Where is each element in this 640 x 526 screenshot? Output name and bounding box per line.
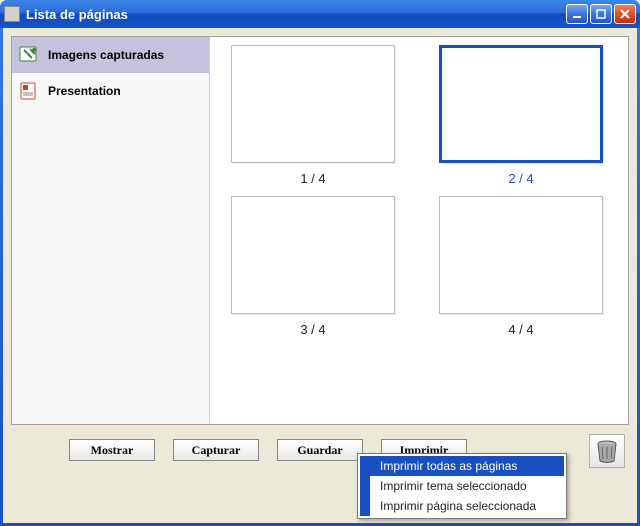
- page-thumbnail[interactable]: [439, 45, 603, 163]
- close-button[interactable]: [614, 4, 636, 24]
- thumbnail-label: 1 / 4: [224, 171, 402, 186]
- titlebar[interactable]: Lista de páginas: [0, 0, 640, 28]
- app-icon: [4, 6, 20, 22]
- window-control-buttons: [566, 4, 636, 24]
- sidebar-item-presentation[interactable]: Presentation: [12, 73, 209, 109]
- page-thumbnail[interactable]: [231, 45, 395, 163]
- save-button[interactable]: Guardar: [277, 439, 363, 461]
- menu-item-print-theme[interactable]: Imprimir tema seleccionado: [360, 476, 564, 496]
- thumbnail-label: 2 / 4: [432, 171, 610, 186]
- thumbnail-label: 3 / 4: [224, 322, 402, 337]
- thumbnail-cell[interactable]: 2 / 4: [432, 45, 610, 186]
- presentation-icon: [18, 80, 40, 102]
- show-button[interactable]: Mostrar: [69, 439, 155, 461]
- maximize-button[interactable]: [590, 4, 612, 24]
- page-thumbnail[interactable]: [231, 196, 395, 314]
- window: Lista de páginas Imagens capturadas: [0, 0, 640, 526]
- minimize-icon: [571, 8, 583, 20]
- trash-icon: [595, 438, 619, 464]
- sidebar-item-label: Presentation: [48, 84, 121, 98]
- sidebar-item-captured[interactable]: Imagens capturadas: [12, 37, 209, 73]
- thumbnail-cell[interactable]: 3 / 4: [224, 196, 402, 337]
- client-area: Imagens capturadas Presentation 1 / 4 2 …: [3, 28, 637, 523]
- thumbnail-cell[interactable]: 4 / 4: [432, 196, 610, 337]
- menu-item-print-page[interactable]: Imprimir página seleccionada: [360, 496, 564, 516]
- delete-button[interactable]: [589, 434, 625, 468]
- window-title: Lista de páginas: [26, 7, 566, 22]
- thumbnail-label: 4 / 4: [432, 322, 610, 337]
- sidebar-item-label: Imagens capturadas: [48, 48, 164, 62]
- menu-item-print-all[interactable]: Imprimir todas as páginas: [360, 456, 564, 476]
- thumbnail-cell[interactable]: 1 / 4: [224, 45, 402, 186]
- maximize-icon: [595, 8, 607, 20]
- sidebar: Imagens capturadas Presentation: [12, 37, 210, 424]
- close-icon: [619, 8, 631, 20]
- capture-button[interactable]: Capturar: [173, 439, 259, 461]
- captured-images-icon: [18, 44, 40, 66]
- main-panel: Imagens capturadas Presentation 1 / 4 2 …: [11, 36, 629, 425]
- page-thumbnail[interactable]: [439, 196, 603, 314]
- print-menu: Imprimir todas as páginas Imprimir tema …: [357, 453, 567, 519]
- minimize-button[interactable]: [566, 4, 588, 24]
- thumbnail-grid: 1 / 4 2 / 4 3 / 4 4 / 4: [210, 37, 628, 424]
